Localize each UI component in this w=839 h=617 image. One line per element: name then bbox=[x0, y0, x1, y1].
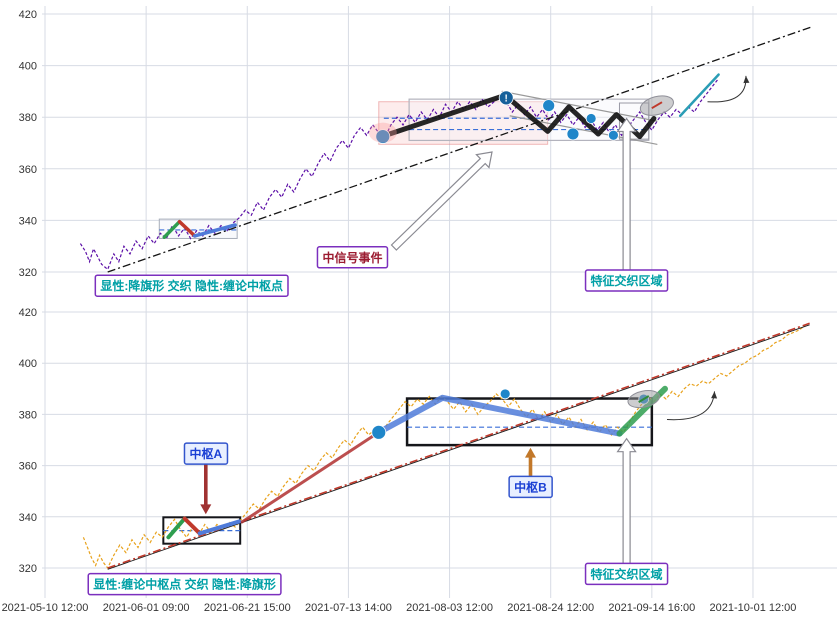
y-tick-label: 340 bbox=[19, 512, 37, 524]
y-tick-label: 360 bbox=[19, 461, 37, 473]
x-tick-label: 2021-09-14 16:00 bbox=[608, 602, 695, 614]
curve-arrow bbox=[666, 391, 715, 421]
chan-segment bbox=[678, 73, 720, 118]
annotation-arrow bbox=[616, 437, 637, 565]
annotation-label: 显性:降旗形 交织 隐性:缠论中枢点 bbox=[94, 274, 289, 297]
trend-line bbox=[107, 324, 810, 570]
annotation-arrow bbox=[616, 117, 637, 272]
annotation-label: 特征交织区域 bbox=[584, 562, 669, 586]
chan-segment bbox=[192, 223, 237, 238]
signal-dot-mark: ! bbox=[505, 93, 508, 104]
pivot-box bbox=[405, 397, 654, 447]
annotation-label: 中枢A bbox=[183, 442, 229, 465]
highlight-mark bbox=[651, 101, 663, 110]
annotation-label-text: 特征交织区域 bbox=[591, 566, 663, 581]
chan-segment bbox=[166, 516, 187, 540]
y-tick-label: 380 bbox=[19, 409, 37, 421]
signal-dot bbox=[499, 388, 511, 400]
y-tick-label: 420 bbox=[19, 9, 37, 21]
y-tick-label: 380 bbox=[19, 112, 37, 124]
chan-segment bbox=[197, 519, 242, 536]
chan-segment bbox=[182, 516, 202, 536]
chan-segment bbox=[375, 394, 623, 437]
annotation-label-box bbox=[183, 442, 229, 465]
y-tick-label: 360 bbox=[19, 164, 37, 176]
highlight-ellipse bbox=[368, 122, 397, 143]
annotation-arrow bbox=[200, 463, 212, 515]
y-tick-label: 320 bbox=[19, 267, 37, 279]
signal-dot bbox=[566, 127, 580, 141]
y-tick-label: 420 bbox=[19, 307, 37, 319]
signal-dot bbox=[542, 99, 556, 112]
annotation-label-box bbox=[584, 562, 669, 586]
annotation-label-box bbox=[316, 246, 389, 269]
curve-arrow-head bbox=[711, 391, 718, 399]
signal-dot bbox=[585, 113, 597, 124]
x-tick-label: 2021-10-01 12:00 bbox=[710, 602, 797, 614]
annotation-label-box bbox=[94, 274, 289, 297]
signal-dot bbox=[371, 424, 387, 440]
highlight-mark bbox=[638, 395, 650, 403]
chan-segment bbox=[177, 219, 197, 238]
annotation-label-box bbox=[584, 269, 669, 292]
annotation-label-text: 中信号事件 bbox=[322, 250, 382, 265]
annotation-label-text: 特征交织区域 bbox=[591, 273, 663, 288]
curve-arrow-head bbox=[743, 75, 750, 84]
annotation-label: 中枢B bbox=[508, 475, 553, 499]
annotation-label: 特征交织区域 bbox=[584, 269, 669, 292]
x-tick-label: 2021-06-21 15:00 bbox=[204, 602, 291, 614]
x-tick-label: 2021-08-03 12:00 bbox=[406, 602, 493, 614]
x-tick-label: 2021-06-01 09:00 bbox=[103, 602, 190, 614]
chan-segment bbox=[240, 430, 381, 524]
annotation-label-text: 中枢A bbox=[189, 446, 222, 461]
chan-segment bbox=[501, 90, 658, 122]
annotation-label-text: 中枢B bbox=[514, 479, 547, 494]
y-tick-label: 400 bbox=[19, 358, 37, 370]
y-tick-label: 400 bbox=[19, 61, 37, 73]
annotation-arrow bbox=[390, 151, 493, 251]
signal-dot bbox=[608, 129, 619, 141]
annotation-label: 显性:缠论中枢点 交织 隐性:降旗形 bbox=[87, 572, 282, 596]
annotation-label: 中信号事件 bbox=[316, 246, 389, 269]
chan-segment bbox=[162, 219, 182, 239]
annotation-label-box bbox=[87, 572, 282, 596]
x-tick-label: 2021-07-13 14:00 bbox=[305, 602, 392, 614]
signal-dot bbox=[498, 90, 514, 106]
signal-dot bbox=[375, 129, 391, 144]
trend-line bbox=[107, 26, 812, 273]
annotation-arrow bbox=[524, 447, 537, 478]
annotation-label-box bbox=[508, 475, 553, 499]
annotation-label-text: 显性:降旗形 交织 隐性:缠论中枢点 bbox=[100, 278, 283, 293]
x-tick-label: 2021-05-10 12:00 bbox=[2, 602, 89, 614]
y-tick-label: 320 bbox=[19, 563, 37, 575]
x-tick-label: 2021-08-24 12:00 bbox=[507, 602, 594, 614]
annotation-label-text: 显性:缠论中枢点 交织 隐性:降旗形 bbox=[93, 577, 276, 592]
y-tick-label: 340 bbox=[19, 215, 37, 227]
